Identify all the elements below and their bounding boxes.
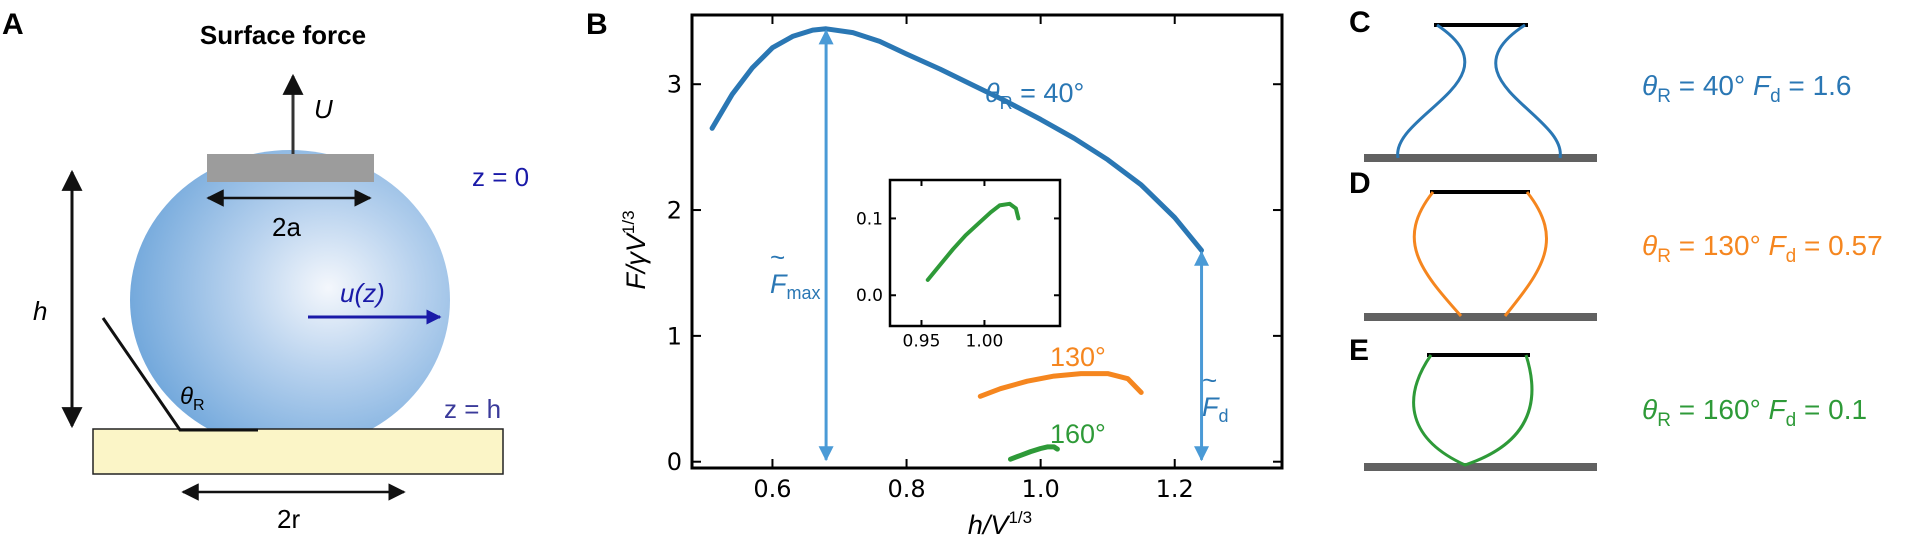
main-series-40-line: [709, 26, 1204, 253]
fd-label: Fd: [1202, 392, 1229, 426]
inset-x-tick-label: 0.95: [903, 332, 941, 352]
droplet: [130, 150, 450, 450]
main-plot: 0.6 0.8 1.0 1.2 0 1 2 3 0.95 1.00 0.0 0.1: [667, 13, 1284, 503]
panel-d-letter: D: [1349, 167, 1371, 200]
inset-y-tick-label: 0.1: [856, 209, 883, 229]
main-x-tick-label: 0.8: [887, 475, 925, 503]
main-y-tick-label: 2: [667, 196, 682, 224]
panel-a-letter: A: [2, 8, 24, 41]
series-130-label: 130°: [1050, 342, 1106, 372]
panel-b-letter: B: [586, 8, 608, 41]
main-x-tick-label: 1.0: [1022, 475, 1060, 503]
inset-x-tick-label: 1.00: [966, 332, 1004, 352]
panel-c-substrate: [1364, 154, 1597, 162]
top-plate: [207, 154, 374, 182]
panel-c-caption: θR = 40° Fd = 1.6: [1642, 70, 1852, 107]
inset-y-tick-label: 0.0: [856, 286, 883, 306]
panel-d-profile: [1412, 191, 1548, 317]
panel-d-substrate: [1364, 313, 1597, 321]
series-40-label: θR = 40°: [985, 78, 1084, 113]
contact-angle-label: θR: [180, 383, 205, 414]
height-label: h: [33, 296, 47, 326]
panel-e-profile: [1412, 354, 1534, 467]
fd-tilde: ~: [1202, 365, 1217, 395]
main-series-160-line: [1008, 444, 1060, 462]
main-y-tick-label: 3: [667, 71, 682, 99]
main-y-tick-label: 1: [667, 322, 682, 350]
base-width-label: 2r: [277, 504, 300, 534]
substrate: [92, 428, 504, 475]
main-series-130-line: [977, 371, 1144, 399]
series-160-label: 160°: [1050, 419, 1106, 449]
fmax-label: Fmax: [770, 269, 821, 303]
inset-series-160-line: [925, 201, 1021, 282]
panel-e-letter: E: [1349, 334, 1369, 367]
panel-a-title: Surface force: [200, 20, 366, 50]
y-axis-label: F/γV1/3: [619, 210, 651, 289]
x-axis-label: h/V1/3: [968, 508, 1032, 540]
z0-label: z = 0: [472, 162, 529, 192]
panel-d: D θR = 130° Fd = 0.57: [1349, 167, 1883, 321]
contact-width-label: 2a: [272, 212, 301, 242]
main-x-tick-label: 1.2: [1156, 475, 1194, 503]
panel-d-caption: θR = 130° Fd = 0.57: [1642, 230, 1883, 267]
contact-angle-lines: [101, 317, 258, 432]
inset-frame: [888, 178, 1062, 328]
panel-e: E θR = 160° Fd = 0.1: [1349, 334, 1867, 471]
fmax-tilde: ~: [770, 242, 785, 272]
main-y-tick-label: 0: [667, 448, 682, 476]
panel-a: A Surface force U 2a h z = 0 z = h u(z) …: [2, 8, 529, 534]
zh-label: z = h: [444, 394, 501, 424]
main-annotations: [818, 29, 1210, 462]
panel-c-letter: C: [1349, 6, 1371, 39]
profile-label: u(z): [340, 278, 385, 308]
panel-e-caption: θR = 160° Fd = 0.1: [1642, 394, 1867, 431]
panel-c: C θR = 40° Fd = 1.6: [1349, 6, 1852, 162]
panel-b: B 0.6 0.8 1.0 1.2 0 1 2 3 0.95 1.00 0.0 0.1 θR = 40…: [586, 8, 1284, 540]
panel-c-profile: [1396, 23, 1562, 159]
panel-e-substrate: [1364, 463, 1597, 471]
velocity-label: U: [314, 94, 333, 124]
main-x-tick-label: 0.6: [753, 475, 791, 503]
